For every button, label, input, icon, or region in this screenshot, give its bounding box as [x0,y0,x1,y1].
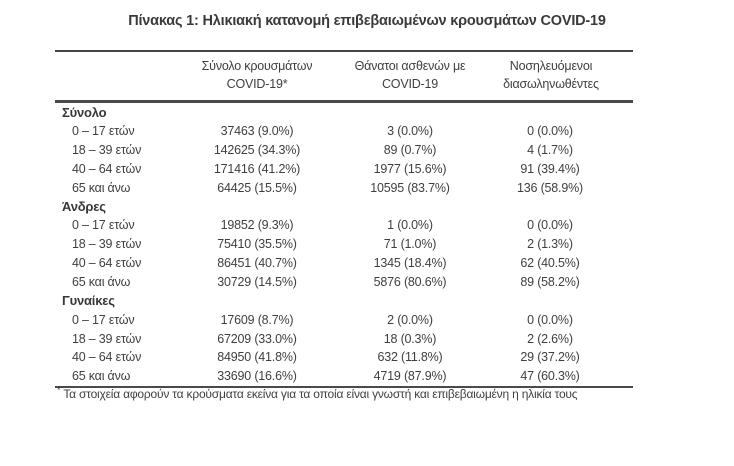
footnote-asterisk: * [57,385,61,395]
footnote-text: Τα στοιχεία αφορούν τα κρούσματα εκείνα … [63,387,578,401]
cases-value: 84950 (41.8%) [217,350,297,365]
deaths-value: 89 (0.7%) [383,143,437,158]
age-group-label: 0 – 17 ετών [72,124,135,139]
cases-value: 33690 (16.6%) [217,369,297,384]
section-header-women: Γυναίκες [55,291,633,310]
intubated-value: 62 (40.5%) [520,256,580,271]
intubated-value: 89 (58.2%) [520,275,580,290]
header-deaths: Θάνατοι ασθενών με COVID-19 [337,51,483,102]
table-row: 0 – 17 ετών 19852 (9.3%) 1 (0.0%) 0 (0.0… [55,216,633,235]
table-row: 0 – 17 ετών 17609 (8.7%) 2 (0.0%) 0 (0.0… [55,310,633,329]
header-intubated-line1: Νοσηλευόμενοι [509,59,593,73]
section-label: Γυναίκες [62,293,115,309]
age-group-label: 65 και άνω [72,180,131,195]
table-row: 65 και άνω 30729 (14.5%) 5876 (80.6%) 89… [55,273,633,292]
header-intubated-line2: διασωληνωθέντες [503,77,599,91]
deaths-value: 632 (11.8%) [377,350,443,365]
age-group-label: 18 – 39 ετών [72,331,142,346]
table-row: 40 – 64 ετών 86451 (40.7%) 1345 (18.4%) … [55,254,633,273]
header-total-cases-line2: COVID-19* [226,77,288,91]
age-group-label: 18 – 39 ετών [72,237,142,252]
intubated-value: 136 (58.9%) [517,180,583,195]
table-row: 0 – 17 ετών 37463 (9.0%) 3 (0.0%) 0 (0.0… [55,122,633,141]
age-group-label: 40 – 64 ετών [72,256,142,271]
deaths-value: 10595 (83.7%) [370,180,450,195]
cases-value: 171416 (41.2%) [213,161,301,176]
intubated-value: 0 (0.0%) [527,312,573,327]
table-row: 65 και άνω 64425 (15.5%) 10595 (83.7%) 1… [55,178,633,197]
cases-value: 67209 (33.0%) [217,331,297,346]
table-row: 18 – 39 ετών 67209 (33.0%) 18 (0.3%) 2 (… [55,329,633,348]
age-group-label: 0 – 17 ετών [72,312,135,327]
deaths-value: 2 (0.0%) [387,312,433,327]
table-row: 40 – 64 ετών 84950 (41.8%) 632 (11.8%) 2… [55,348,633,367]
age-group-label: 65 και άνω [72,369,131,384]
table-footnote: * Τα στοιχεία αφορούν τα κρούσματα εκείνα… [57,385,578,401]
intubated-value: 91 (39.4%) [520,161,580,176]
header-deaths-line1: Θάνατοι ασθενών με [354,59,466,73]
intubated-value: 2 (1.3%) [527,237,573,252]
section-header-men: Άνδρες [55,197,633,216]
table-row: 18 – 39 ετών 75410 (35.5%) 71 (1.0%) 2 (… [55,235,633,254]
intubated-value: 47 (60.3%) [520,369,580,384]
cases-value: 86451 (40.7%) [217,256,297,271]
deaths-value: 18 (0.3%) [383,331,437,346]
deaths-value: 1345 (18.4%) [373,256,447,271]
deaths-value: 3 (0.0%) [387,124,433,139]
section-header-total: Σύνολο [55,102,633,122]
table-row: 18 – 39 ετών 142625 (34.3%) 89 (0.7%) 4 … [55,141,633,160]
section-label: Άνδρες [62,199,106,215]
deaths-value: 5876 (80.6%) [373,275,447,290]
table-title: Πίνακας 1: Ηλικιακή κατανομή επιβεβαιωμέ… [128,13,606,29]
header-intubated: Νοσηλευόμενοι διασωληνωθέντες [483,51,633,102]
intubated-value: 4 (1.7%) [527,143,573,158]
intubated-value: 2 (2.6%) [527,331,573,346]
cases-value: 19852 (9.3%) [220,218,294,233]
deaths-value: 4719 (87.9%) [373,369,447,384]
table-row: 40 – 64 ετών 171416 (41.2%) 1977 (15.6%)… [55,160,633,179]
cases-value: 142625 (34.3%) [213,143,301,158]
header-total-cases: Σύνολο κρουσμάτων COVID-19* [177,51,337,102]
age-group-label: 40 – 64 ετών [72,161,142,176]
cases-value: 64425 (15.5%) [217,180,297,195]
cases-value: 37463 (9.0%) [220,124,294,139]
header-total-cases-line1: Σύνολο κρουσμάτων [201,59,313,73]
table-header: Σύνολο κρουσμάτων COVID-19* Θάνατοι ασθε… [55,51,633,102]
intubated-value: 29 (37.2%) [520,350,580,365]
header-deaths-line2: COVID-19 [381,77,439,91]
cases-value: 30729 (14.5%) [217,275,297,290]
covid-age-distribution-table: Σύνολο κρουσμάτων COVID-19* Θάνατοι ασθε… [55,50,633,388]
age-group-label: 18 – 39 ετών [72,143,142,158]
age-group-label: 40 – 64 ετών [72,350,142,365]
cases-value: 75410 (35.5%) [217,237,297,252]
age-group-label: 0 – 17 ετών [72,218,135,233]
deaths-value: 71 (1.0%) [383,237,437,252]
intubated-value: 0 (0.0%) [527,218,573,233]
table-body: Σύνολο 0 – 17 ετών 37463 (9.0%) 3 (0.0%)… [55,102,633,387]
deaths-value: 1 (0.0%) [387,218,433,233]
age-group-label: 65 και άνω [72,275,131,290]
deaths-value: 1977 (15.6%) [373,161,447,176]
header-empty-cell [55,51,177,102]
header-row: Σύνολο κρουσμάτων COVID-19* Θάνατοι ασθε… [55,51,633,102]
intubated-value: 0 (0.0%) [527,124,573,139]
cases-value: 17609 (8.7%) [220,312,294,327]
table-row: 65 και άνω 33690 (16.6%) 4719 (87.9%) 47… [55,367,633,387]
section-label: Σύνολο [62,104,107,120]
